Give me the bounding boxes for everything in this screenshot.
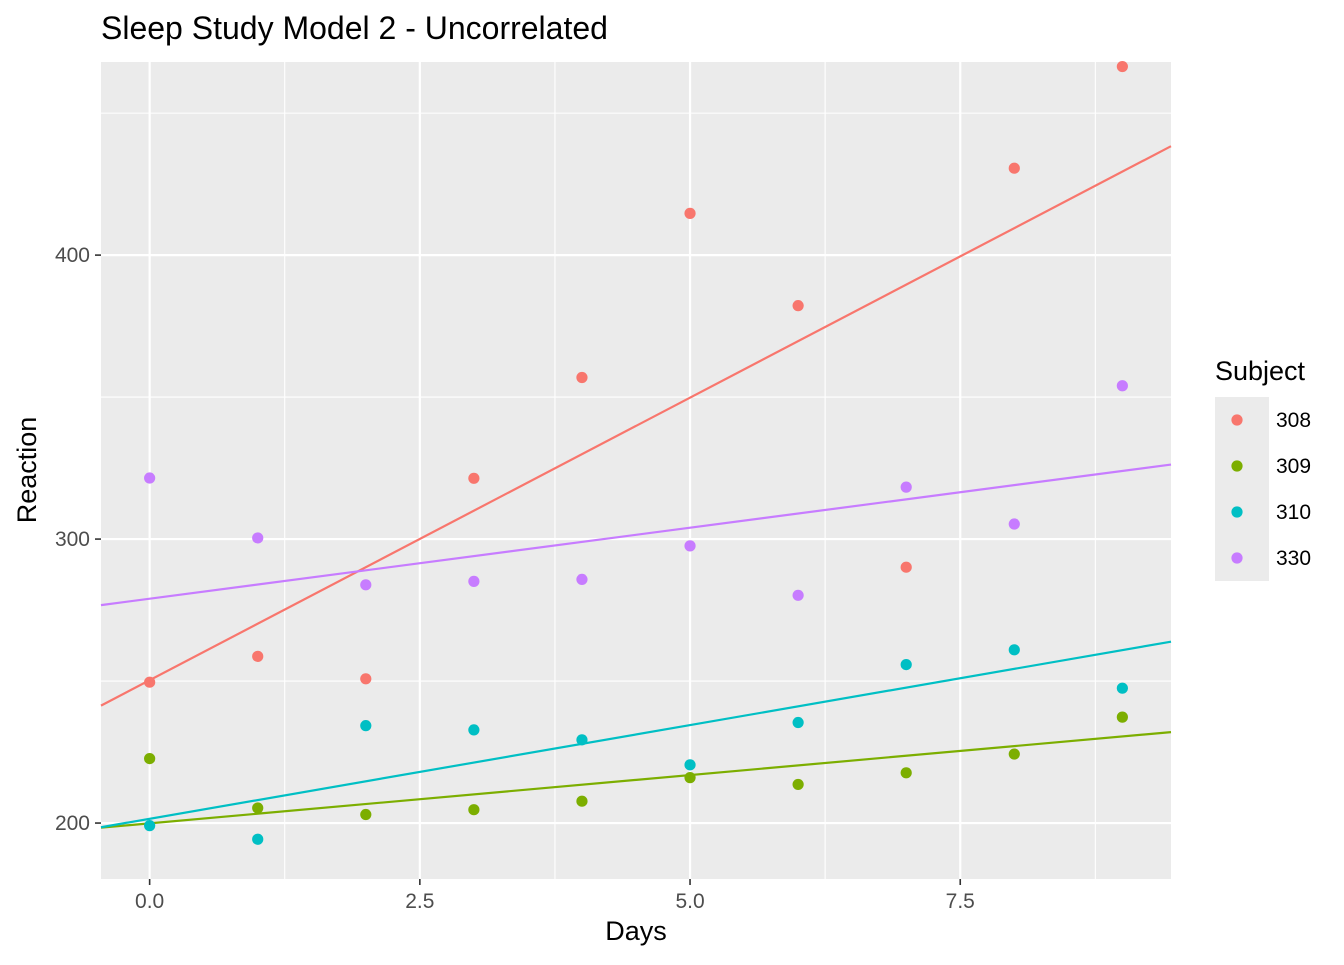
grid-lines <box>101 62 1171 879</box>
point-308 <box>792 300 804 312</box>
point-309 <box>252 802 264 814</box>
fit-line-310 <box>100 640 1172 829</box>
point-310 <box>792 716 804 729</box>
chart-title: Sleep Study Model 2 - Uncorrelated <box>101 10 608 46</box>
point-330 <box>792 589 804 601</box>
legend-label-308: 308 <box>1276 409 1311 432</box>
point-308 <box>1008 162 1020 174</box>
point-310 <box>360 720 372 732</box>
point-310 <box>576 734 588 746</box>
point-310 <box>900 658 912 671</box>
legend-label-310: 310 <box>1276 501 1311 524</box>
point-310 <box>252 833 264 845</box>
point-308 <box>360 673 372 685</box>
y-tick-label: 300 <box>55 528 90 551</box>
point-308 <box>144 676 156 688</box>
point-310 <box>144 820 156 832</box>
x-tick-label: 0.0 <box>135 890 164 913</box>
axes: 0.0 2.5 5.0 7.5 200 300 400 <box>55 244 975 913</box>
data-points <box>144 60 1128 845</box>
point-330 <box>684 540 696 552</box>
point-330 <box>576 573 588 586</box>
point-330 <box>900 481 912 493</box>
y-tick-label: 400 <box>55 244 90 267</box>
point-309 <box>1008 748 1020 760</box>
legend-label-330: 330 <box>1276 547 1311 570</box>
legend-key-310 <box>1231 506 1243 518</box>
point-310 <box>1008 644 1020 656</box>
legend-label-309: 309 <box>1276 455 1311 478</box>
point-309 <box>468 804 480 816</box>
point-308 <box>468 472 480 484</box>
point-308 <box>576 371 588 384</box>
point-309 <box>900 767 912 779</box>
plot-panel <box>101 62 1171 879</box>
point-310 <box>684 759 696 771</box>
y-axis-label: Reaction <box>12 417 42 524</box>
point-309 <box>684 772 696 784</box>
fit-line-308 <box>100 145 1172 707</box>
point-330 <box>468 575 480 587</box>
fit-line-330 <box>100 463 1172 607</box>
point-310 <box>468 724 480 736</box>
point-308 <box>252 650 264 662</box>
x-axis-label: Days <box>605 916 667 946</box>
point-308 <box>1116 60 1128 73</box>
legend-key-background <box>1215 397 1269 581</box>
x-tick-label: 7.5 <box>946 890 975 913</box>
point-330 <box>144 472 156 484</box>
point-308 <box>684 207 696 219</box>
x-tick-label: 5.0 <box>675 890 704 913</box>
fit-line-309 <box>100 731 1172 829</box>
point-330 <box>1008 518 1020 530</box>
fit-lines <box>100 145 1172 829</box>
legend-key-330 <box>1231 552 1243 564</box>
point-309 <box>1116 711 1128 723</box>
point-308 <box>900 561 912 573</box>
legend-key-308 <box>1231 414 1243 426</box>
legend-title: Subject <box>1215 356 1306 386</box>
point-309 <box>144 752 156 765</box>
legend-key-309 <box>1231 460 1243 472</box>
point-330 <box>360 579 372 591</box>
y-tick-label: 200 <box>55 812 90 835</box>
point-309 <box>360 808 372 821</box>
point-330 <box>1116 380 1128 392</box>
point-309 <box>792 778 804 791</box>
x-tick-label: 2.5 <box>405 890 434 913</box>
point-330 <box>252 532 264 544</box>
point-309 <box>576 795 588 807</box>
point-310 <box>1116 682 1128 694</box>
legend: Subject 308 309 310 330 <box>1215 356 1311 581</box>
